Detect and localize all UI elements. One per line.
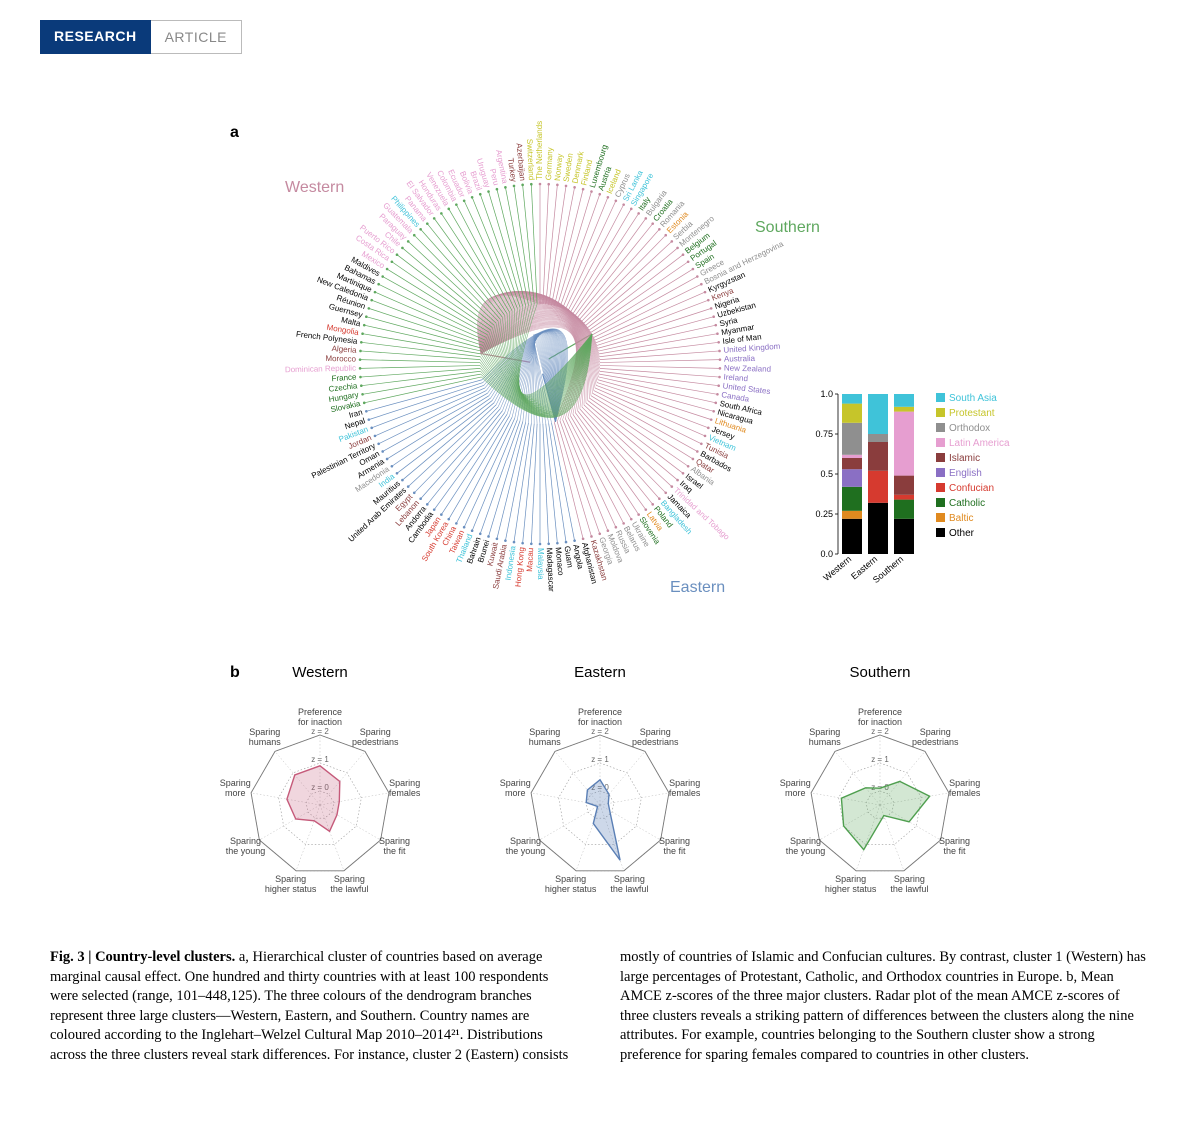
article-type-badge: RESEARCH ARTICLE bbox=[40, 20, 1160, 54]
cluster-label-southern: Southern bbox=[755, 219, 820, 237]
circular-dendrogram: The NetherlandsGermanyNorwaySwedenDenmar… bbox=[260, 74, 880, 654]
svg-text:z = 1: z = 1 bbox=[871, 755, 889, 764]
radar-southern: Southernz = 0z = 1z = 2Preferencefor ina… bbox=[760, 664, 1000, 924]
caption-lead: Fig. 3 | Country-level clusters. bbox=[50, 949, 235, 965]
caption-right-column: mostly of countries of Islamic and Confu… bbox=[620, 948, 1150, 1065]
cluster-label-eastern: Eastern bbox=[670, 579, 725, 597]
svg-text:Sparingmore: Sparingmore bbox=[780, 778, 811, 798]
country-label: Algeria bbox=[331, 344, 357, 355]
svg-text:Sparinghigher status: Sparinghigher status bbox=[825, 874, 877, 894]
figure-3: a The NetherlandsGermanyNorwaySwedenDenm… bbox=[50, 74, 1150, 1065]
country-label: Dominican Republic bbox=[285, 364, 356, 375]
svg-text:0.0: 0.0 bbox=[820, 549, 833, 559]
caption-left-column: Fig. 3 | Country-level clusters. a, Hier… bbox=[50, 948, 580, 1065]
svg-text:Sparingmore: Sparingmore bbox=[220, 778, 251, 798]
radar-title: Western bbox=[200, 664, 440, 681]
svg-text:Sparingpedestrians: Sparingpedestrians bbox=[352, 727, 399, 747]
svg-text:Preferencefor inaction: Preferencefor inaction bbox=[298, 707, 342, 727]
svg-text:Confucian: Confucian bbox=[949, 483, 994, 494]
svg-text:Baltic: Baltic bbox=[949, 513, 973, 524]
svg-text:Sparingfemales: Sparingfemales bbox=[669, 778, 701, 798]
svg-text:Sparingthe young: Sparingthe young bbox=[786, 836, 826, 856]
panel-a-label: a bbox=[230, 124, 239, 142]
country-label: Morocco bbox=[325, 354, 356, 364]
article-badge: ARTICLE bbox=[151, 20, 242, 54]
country-label: Australia bbox=[724, 354, 756, 364]
svg-text:Sparingthe fit: Sparingthe fit bbox=[379, 836, 410, 856]
country-label: Macau bbox=[525, 548, 535, 572]
svg-text:Sparingpedestrians: Sparingpedestrians bbox=[912, 727, 959, 747]
stacked-bar-legend: 0.00.250.50.751.0WesternEasternSouthernS… bbox=[810, 384, 1090, 584]
radar-title: Southern bbox=[760, 664, 1000, 681]
svg-text:z = 1: z = 1 bbox=[311, 755, 329, 764]
svg-text:Sparingpedestrians: Sparingpedestrians bbox=[632, 727, 679, 747]
svg-text:Sparinghigher status: Sparinghigher status bbox=[545, 874, 597, 894]
research-badge: RESEARCH bbox=[40, 20, 151, 54]
caption-right-text: mostly of countries of Islamic and Confu… bbox=[620, 949, 1146, 1063]
figure-caption: Fig. 3 | Country-level clusters. a, Hier… bbox=[50, 948, 1150, 1065]
svg-text:Other: Other bbox=[949, 528, 975, 539]
svg-text:Sparinghigher status: Sparinghigher status bbox=[265, 874, 317, 894]
svg-text:Sparingthe young: Sparingthe young bbox=[506, 836, 546, 856]
svg-text:Sparinghumans: Sparinghumans bbox=[249, 727, 282, 747]
radar-title: Eastern bbox=[480, 664, 720, 681]
cluster-label-western: Western bbox=[285, 179, 344, 197]
panel-a: a The NetherlandsGermanyNorwaySwedenDenm… bbox=[50, 74, 1150, 654]
svg-text:South Asia: South Asia bbox=[949, 393, 997, 404]
svg-text:0.25: 0.25 bbox=[815, 509, 833, 519]
country-label: France bbox=[331, 372, 357, 383]
panel-b: b Westernz = 0z = 1z = 2Preferencefor in… bbox=[50, 664, 1150, 924]
svg-text:Catholic: Catholic bbox=[949, 498, 985, 509]
svg-text:Preferencefor inaction: Preferencefor inaction bbox=[578, 707, 622, 727]
svg-text:Sparinghumans: Sparinghumans bbox=[529, 727, 562, 747]
svg-text:Sparingmore: Sparingmore bbox=[500, 778, 531, 798]
country-label: Malaysia bbox=[536, 548, 545, 580]
svg-text:Sparingfemales: Sparingfemales bbox=[389, 778, 421, 798]
svg-text:Protestant: Protestant bbox=[949, 408, 995, 419]
radar-western: Westernz = 0z = 1z = 2Preferencefor inac… bbox=[200, 664, 440, 924]
svg-text:Sparingfemales: Sparingfemales bbox=[949, 778, 981, 798]
svg-text:Orthodox: Orthodox bbox=[949, 423, 990, 434]
radar-eastern: Easternz = 0z = 1z = 2Preferencefor inac… bbox=[480, 664, 720, 924]
svg-text:Latin America: Latin America bbox=[949, 438, 1010, 449]
svg-text:0.75: 0.75 bbox=[815, 429, 833, 439]
caption-left-text: a, Hierarchical cluster of countries bas… bbox=[50, 949, 568, 1063]
svg-text:Sparingthe lawful: Sparingthe lawful bbox=[610, 874, 648, 894]
svg-text:Sparingthe fit: Sparingthe fit bbox=[939, 836, 970, 856]
svg-text:English: English bbox=[949, 468, 982, 479]
svg-text:0.5: 0.5 bbox=[820, 469, 833, 479]
svg-text:Sparingthe lawful: Sparingthe lawful bbox=[890, 874, 928, 894]
svg-text:Sparinghumans: Sparinghumans bbox=[809, 727, 842, 747]
svg-text:1.0: 1.0 bbox=[820, 389, 833, 399]
country-label: Madagascar bbox=[545, 548, 556, 593]
svg-text:Islamic: Islamic bbox=[949, 453, 980, 464]
radar-charts-row: Westernz = 0z = 1z = 2Preferencefor inac… bbox=[50, 664, 1150, 924]
svg-text:Preferencefor inaction: Preferencefor inaction bbox=[858, 707, 902, 727]
svg-text:Sparingthe fit: Sparingthe fit bbox=[659, 836, 690, 856]
svg-text:Sparingthe lawful: Sparingthe lawful bbox=[330, 874, 368, 894]
svg-text:Sparingthe young: Sparingthe young bbox=[226, 836, 266, 856]
svg-text:z = 1: z = 1 bbox=[591, 755, 609, 764]
